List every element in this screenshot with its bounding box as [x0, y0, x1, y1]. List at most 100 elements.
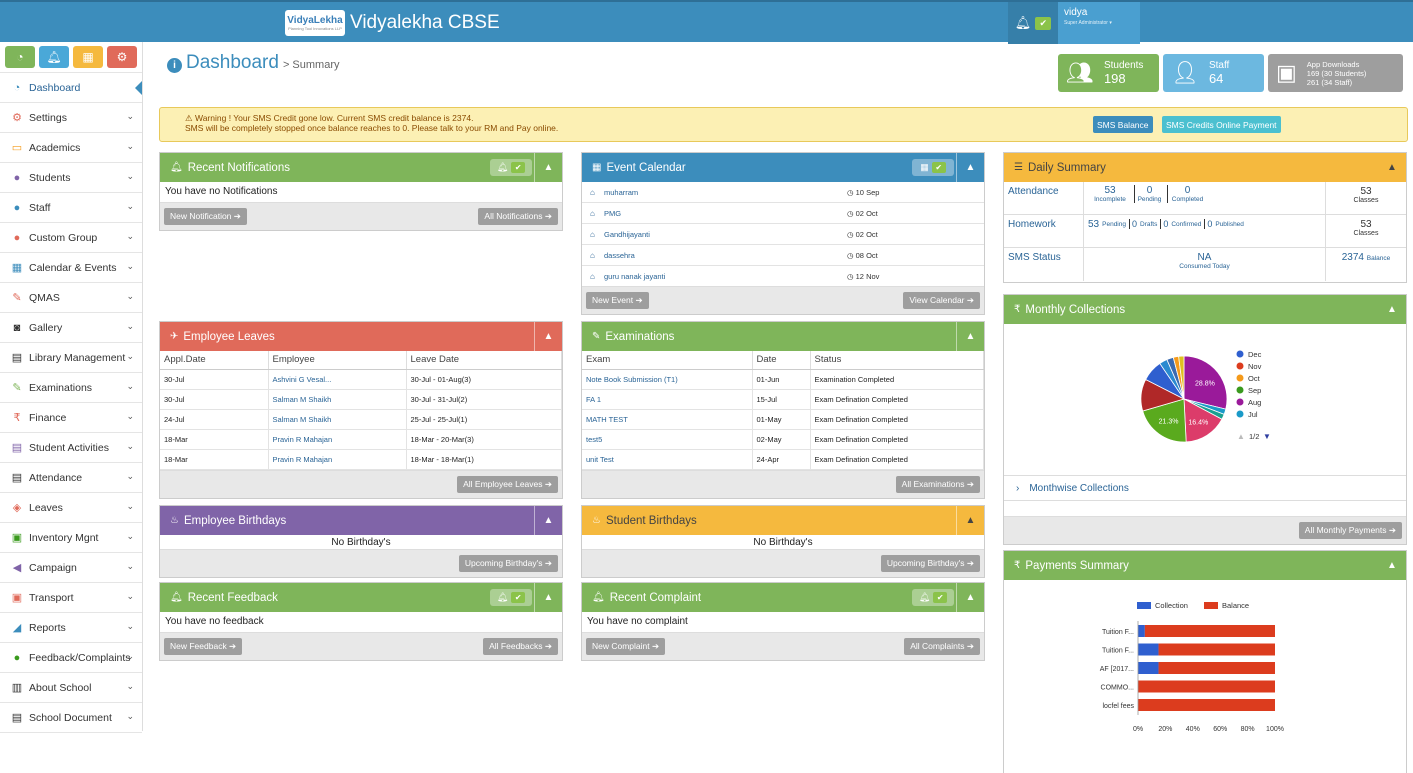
dashboard-shortcut-icon[interactable]: ◔ [5, 46, 35, 68]
app-downloads-card[interactable]: ▣ App Downloads 169 (30 Students) 261 (34 … [1268, 54, 1403, 92]
students-stat-card[interactable]: 👥︎ Students 198 [1058, 54, 1159, 92]
chevron-down-icon[interactable]: ⌄ [126, 141, 134, 151]
check-icon[interactable]: ✔ [511, 162, 526, 173]
chevron-down-icon[interactable]: ⌄ [126, 711, 134, 721]
event-row[interactable]: ⌂ dassehra ◷ 08 Oct [582, 245, 984, 266]
event-row[interactable]: ⌂ Gandhijayanti ◷ 02 Oct [582, 224, 984, 245]
panel-toolbar[interactable]: 🔔︎ ✔ [490, 159, 532, 176]
sms-credits-payment-button[interactable]: SMS Credits Online Payment [1162, 116, 1281, 133]
check-icon[interactable]: ✔ [511, 592, 526, 603]
chevron-down-icon[interactable]: ⌄ [126, 651, 134, 661]
notification-toggle[interactable]: 🔔︎ ✔ [1008, 2, 1058, 44]
bell-shortcut-icon[interactable]: 🔔︎ [39, 46, 69, 68]
bar-segment[interactable] [1138, 699, 1275, 711]
sidebar-item-gallery[interactable]: ◙ Gallery ⌄ [0, 313, 142, 343]
event-row[interactable]: ⌂ PMG ◷ 02 Oct [582, 203, 984, 224]
legend-label[interactable]: Dec [1248, 350, 1262, 359]
all-monthly-payments-button[interactable]: All Monthly Payments ➔ [1298, 522, 1402, 539]
attendance-label[interactable]: Attendance [1004, 182, 1084, 214]
collapse-icon[interactable]: ▲ [1387, 162, 1397, 173]
panel-toolbar[interactable]: 🔔︎ ✔ [912, 589, 954, 606]
pie-slice[interactable] [1178, 355, 1185, 400]
collapse-icon[interactable]: ▲ [534, 153, 562, 182]
pie-slice[interactable] [1142, 398, 1187, 443]
table-cell[interactable]: test5 [582, 429, 753, 450]
collapse-icon[interactable]: ▲ [1387, 560, 1397, 571]
sidebar-item-examinations[interactable]: ✎ Examinations ⌄ [0, 373, 142, 403]
bell-icon[interactable]: 🔔︎ [496, 592, 509, 602]
all-examinations-button[interactable]: All Examinations ➔ [895, 476, 980, 493]
sidebar-item-school-document[interactable]: ▤ School Document ⌄ [0, 703, 142, 733]
panel-toolbar[interactable]: ▦ ✔ [912, 159, 954, 176]
new-complaint-button[interactable]: New Complaint ➔ [586, 638, 666, 655]
calendar-shortcut-icon[interactable]: ▦ [73, 46, 103, 68]
chevron-down-icon[interactable]: ⌄ [126, 441, 134, 451]
sidebar-item-about-school[interactable]: ▥ About School ⌄ [0, 673, 142, 703]
sidebar-item-library-management[interactable]: ▤ Library Management ⌄ [0, 343, 142, 373]
legend-label[interactable]: Nov [1248, 362, 1262, 371]
collapse-icon[interactable]: ▲ [534, 506, 562, 535]
upcoming-birthdays-button[interactable]: Upcoming Birthday's ➔ [458, 555, 558, 572]
table-cell[interactable]: Salman M Shaikh [268, 409, 407, 430]
legend-label[interactable]: Jul [1248, 410, 1258, 419]
settings-shortcut-icon[interactable]: ⚙ [107, 46, 137, 68]
sidebar-item-academics[interactable]: ▭ Academics ⌄ [0, 133, 142, 163]
check-icon[interactable]: ✔ [933, 592, 948, 603]
upcoming-birthdays-button[interactable]: Upcoming Birthday's ➔ [880, 555, 980, 572]
table-cell[interactable]: Ashvini G Vesal... [268, 369, 407, 390]
chevron-down-icon[interactable]: ⌄ [126, 201, 134, 211]
user-menu[interactable]: vidya Super Administrator ▾ [1058, 2, 1140, 44]
bell-icon[interactable]: 🔔︎ [1014, 15, 1032, 30]
pager-up-icon[interactable]: ▲ [1237, 432, 1245, 441]
attendance-incomplete[interactable]: 53 Incomplete [1090, 185, 1130, 203]
chevron-down-icon[interactable]: ⌄ [126, 351, 134, 361]
legend-label[interactable]: Balance [1222, 601, 1249, 610]
collapse-icon[interactable]: ▲ [956, 322, 984, 351]
bar-segment[interactable] [1144, 625, 1275, 637]
new-feedback-button[interactable]: New Feedback ➔ [164, 638, 243, 655]
table-cell[interactable]: Salman M Shaikh [268, 389, 407, 410]
chevron-down-icon[interactable]: ⌄ [126, 261, 134, 271]
sidebar-item-attendance[interactable]: ▤ Attendance ⌄ [0, 463, 142, 493]
chevron-down-icon[interactable]: ⌄ [126, 231, 134, 241]
table-cell[interactable]: Pravin R Mahajan [268, 429, 407, 450]
calendar-icon[interactable]: ▦ [920, 162, 929, 172]
staff-stat-card[interactable]: 👤︎ Staff 64 [1163, 54, 1264, 92]
legend-label[interactable]: Collection [1155, 601, 1188, 610]
monthwise-collections-accordion[interactable]: › Monthwise Collections [1004, 475, 1406, 501]
homework-label[interactable]: Homework [1004, 215, 1084, 247]
sms-balance-button[interactable]: SMS Balance [1093, 116, 1153, 133]
sidebar-item-students[interactable]: ● Students ⌄ [0, 163, 142, 193]
table-cell[interactable]: unit Test [582, 449, 753, 470]
sidebar-item-transport[interactable]: ▣ Transport ⌄ [0, 583, 142, 613]
collapse-icon[interactable]: ▲ [534, 322, 562, 351]
collapse-icon[interactable]: ▲ [956, 583, 984, 612]
chevron-down-icon[interactable]: ⌄ [126, 111, 134, 121]
sms-status-label[interactable]: SMS Status [1004, 248, 1084, 281]
bar-segment[interactable] [1158, 662, 1275, 674]
collapse-icon[interactable]: ▲ [534, 583, 562, 612]
bell-icon[interactable]: 🔔︎ [918, 592, 931, 602]
chevron-down-icon[interactable]: ⌄ [126, 321, 134, 331]
table-cell[interactable]: Pravin R Mahajan [268, 449, 407, 470]
event-row[interactable]: ⌂ guru nanak jayanti ◷ 12 Nov [582, 266, 984, 287]
chevron-down-icon[interactable]: ⌄ [126, 591, 134, 601]
chevron-down-icon[interactable]: ⌄ [126, 381, 134, 391]
panel-toolbar[interactable]: 🔔︎ ✔ [490, 589, 532, 606]
chevron-down-icon[interactable]: ⌄ [126, 501, 134, 511]
bar-segment[interactable] [1138, 625, 1145, 637]
homework-published-value[interactable]: 0 [1204, 219, 1212, 229]
homework-pending-value[interactable]: 53 [1088, 219, 1100, 230]
collapse-icon[interactable]: ▲ [956, 506, 984, 535]
sidebar-item-dashboard[interactable]: ◔ Dashboard [0, 73, 142, 103]
chevron-down-icon[interactable]: ⌄ [126, 531, 134, 541]
sidebar-item-calendar-events[interactable]: ▦ Calendar & Events ⌄ [0, 253, 142, 283]
sidebar-item-student-activities[interactable]: ▤ Student Activities ⌄ [0, 433, 142, 463]
all-complaints-button[interactable]: All Complaints ➔ [904, 638, 980, 655]
all-feedbacks-button[interactable]: All Feedbacks ➔ [483, 638, 558, 655]
chevron-down-icon[interactable]: ⌄ [126, 621, 134, 631]
attendance-pending[interactable]: 0 Pending [1134, 185, 1164, 203]
pie-slice[interactable] [1183, 398, 1223, 443]
sidebar-item-custom-group[interactable]: ● Custom Group ⌄ [0, 223, 142, 253]
pie-slice[interactable] [1183, 355, 1228, 410]
